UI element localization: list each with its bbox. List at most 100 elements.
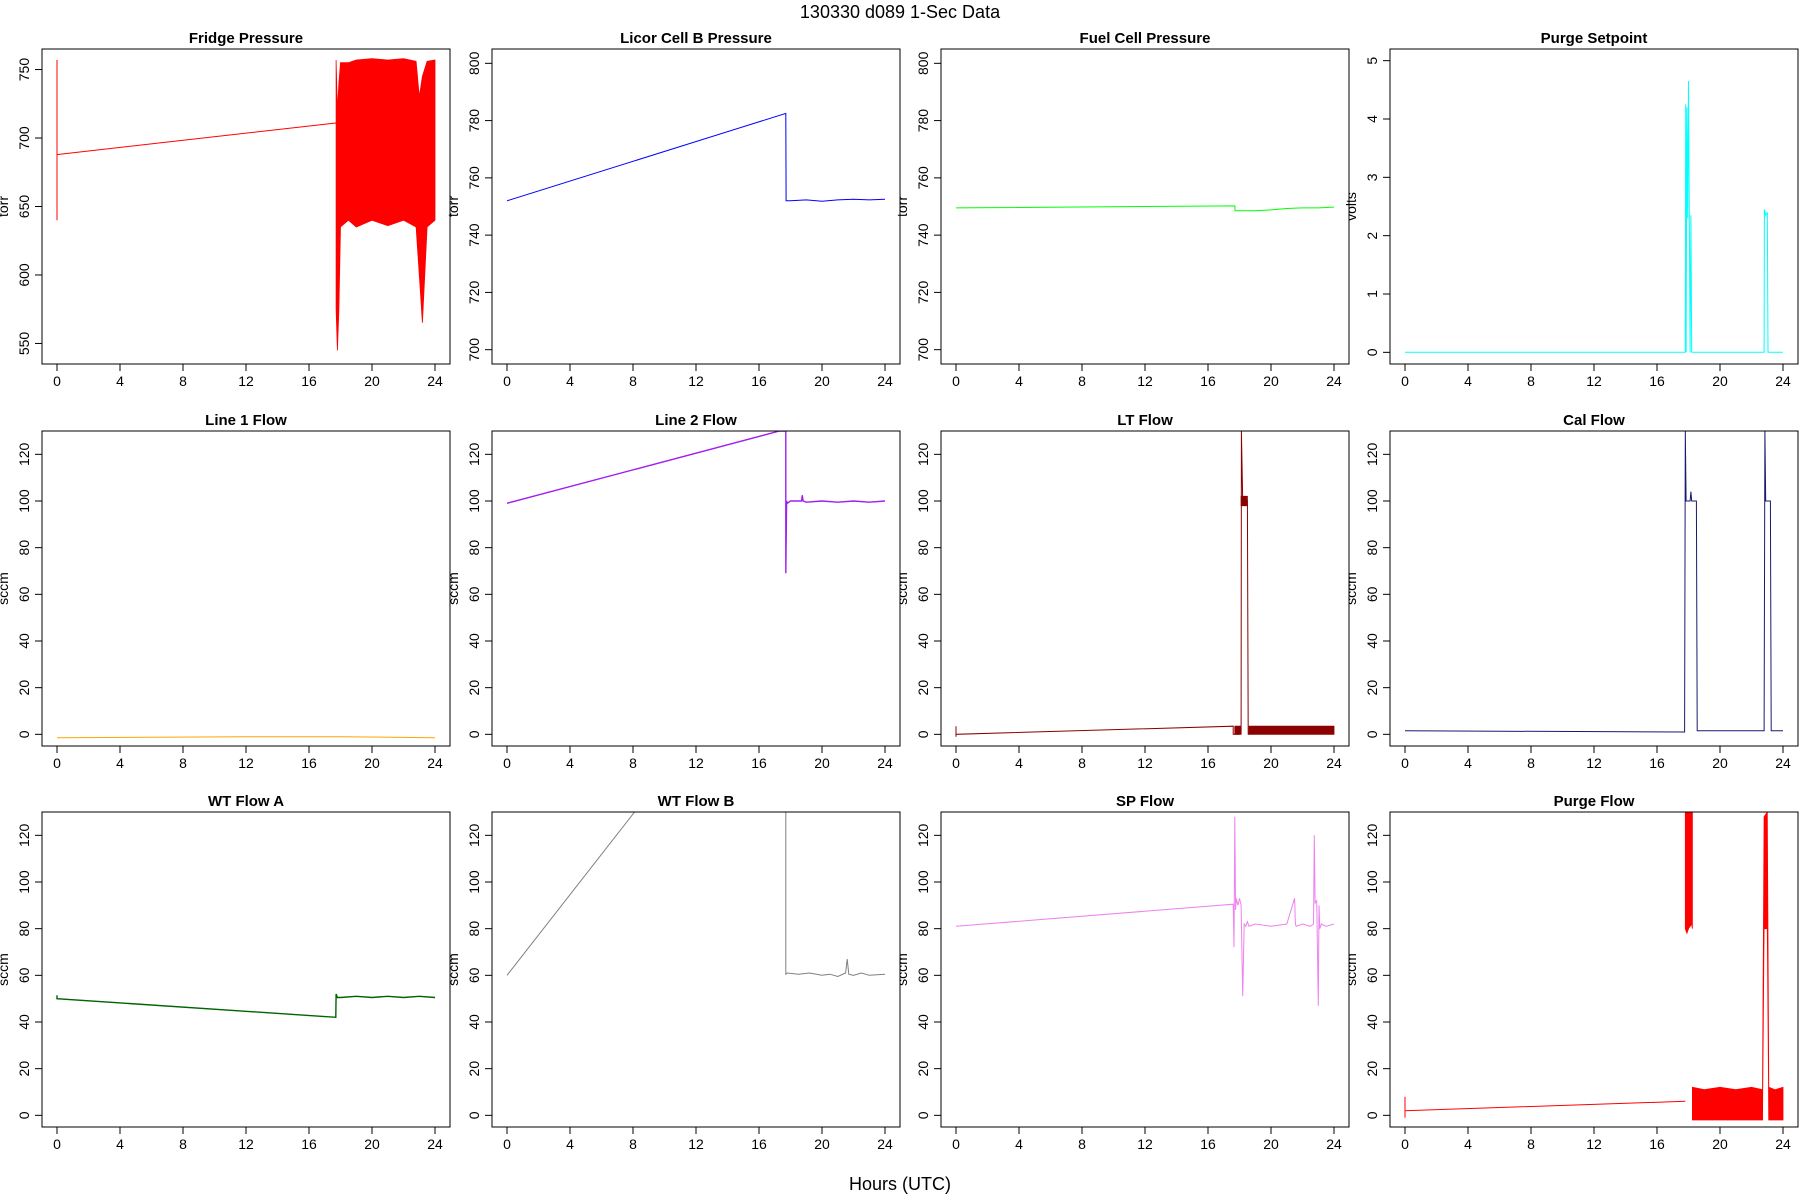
- y-tick-label: 720: [915, 281, 931, 305]
- y-tick-label: 60: [915, 586, 931, 602]
- panel-title: Licor Cell B Pressure: [620, 30, 772, 47]
- panel-title: Purge Setpoint: [1541, 30, 1648, 47]
- plot-frame: [491, 811, 901, 1128]
- panel-title: LT Flow: [1117, 412, 1173, 429]
- y-tick-label: 20: [1364, 680, 1380, 696]
- y-tick-label: 40: [1364, 1014, 1380, 1030]
- y-tick-label: 0: [16, 1111, 32, 1119]
- x-tick-label: 20: [364, 755, 380, 771]
- y-tick-label: 120: [915, 442, 931, 466]
- y-tick-label: 40: [16, 633, 32, 649]
- series-line-1: [1404, 431, 1783, 733]
- x-tick-label: 20: [364, 373, 380, 389]
- y-tick-label: 100: [16, 870, 32, 894]
- y-tick-label: 100: [1364, 489, 1380, 513]
- y-tick-label: 120: [16, 442, 32, 466]
- plot-area: [955, 205, 1335, 212]
- x-tick-label: 20: [1263, 755, 1279, 771]
- x-tick-label: 24: [427, 373, 443, 389]
- y-tick-label: 80: [915, 921, 931, 937]
- y-tick-label: 40: [466, 1014, 482, 1030]
- x-tick-label: 24: [1775, 373, 1791, 389]
- series-line-1: [56, 736, 436, 739]
- y-tick-label: 720: [466, 281, 482, 305]
- y-axis-label: sccm: [0, 953, 11, 986]
- series-line-1: [1404, 1096, 1686, 1118]
- x-tick-label: 8: [179, 1136, 187, 1152]
- plot-area: [1405, 81, 1783, 353]
- y-tick-label: 1: [1364, 290, 1380, 298]
- panel-7: LT Flow sccm 0 4 8 12 16 20 24 0 20 40 60 80 100 120: [894, 412, 1350, 771]
- y-tick-label: 0: [16, 730, 32, 738]
- panel-10: WT Flow B sccm 0 4 8 12 16 20 24 0 20 40 60 80 100 120: [445, 793, 901, 1152]
- plot-area: [955, 816, 1335, 1006]
- x-tick-label: 12: [1586, 373, 1602, 389]
- panel-title: Purge Flow: [1554, 793, 1635, 810]
- x-tick-label: 12: [1586, 1136, 1602, 1152]
- series-line-3: [1240, 431, 1249, 735]
- series-line-1: [56, 993, 436, 1019]
- y-tick-label: 120: [466, 823, 482, 847]
- series-line-1: [506, 812, 635, 976]
- y-tick-label: 20: [16, 1061, 32, 1077]
- x-tick-label: 16: [751, 373, 767, 389]
- x-tick-label: 8: [1527, 373, 1535, 389]
- y-tick-label: 120: [1364, 442, 1380, 466]
- x-tick-label: 24: [877, 755, 893, 771]
- y-tick-label: 760: [915, 166, 931, 190]
- plot-frame: [1389, 430, 1799, 747]
- x-tick-label: 16: [1649, 373, 1665, 389]
- y-tick-label: 0: [1364, 1111, 1380, 1119]
- series-band-4: [1240, 495, 1248, 507]
- x-tick-label: 12: [1137, 1136, 1153, 1152]
- panel-6: Line 2 Flow sccm 0 4 8 12 16 20 24 0 20 40 60 80 100 12…: [445, 412, 901, 771]
- plot-area: [56, 993, 436, 1019]
- x-tick-label: 0: [1401, 373, 1409, 389]
- plot-frame: [41, 430, 451, 747]
- y-axis-label: sccm: [894, 953, 910, 986]
- y-tick-label: 550: [16, 332, 32, 356]
- plot-area: [506, 112, 886, 202]
- plot-frame: [940, 811, 1350, 1128]
- x-tick-label: 16: [751, 755, 767, 771]
- x-tick-label: 4: [1464, 373, 1472, 389]
- y-axis-label: sccm: [894, 572, 910, 605]
- panel-1: Fridge Pressure torr 0 4 8 12 16 20 24 550 600 650 7…: [0, 30, 451, 389]
- y-axis-label: sccm: [1343, 572, 1359, 605]
- x-tick-label: 12: [688, 373, 704, 389]
- plot-frame: [41, 48, 451, 365]
- x-tick-label: 8: [1078, 373, 1086, 389]
- x-tick-label: 16: [301, 373, 317, 389]
- x-tick-label: 8: [1078, 755, 1086, 771]
- x-tick-label: 12: [688, 1136, 704, 1152]
- y-tick-label: 100: [466, 870, 482, 894]
- y-tick-label: 80: [1364, 921, 1380, 937]
- series-band-5: [1768, 1086, 1784, 1121]
- y-axis-label: sccm: [0, 572, 11, 605]
- plot-frame: [1389, 48, 1799, 365]
- y-tick-label: 20: [16, 680, 32, 696]
- series-band-5: [1248, 725, 1335, 735]
- x-tick-label: 0: [952, 373, 960, 389]
- x-tick-label: 20: [814, 1136, 830, 1152]
- y-tick-label: 20: [915, 1061, 931, 1077]
- x-tick-label: 4: [566, 1136, 574, 1152]
- y-tick-label: 40: [16, 1014, 32, 1030]
- x-tick-label: 12: [1137, 373, 1153, 389]
- x-tick-label: 16: [1200, 373, 1216, 389]
- y-tick-label: 3: [1364, 173, 1380, 181]
- y-tick-label: 120: [1364, 823, 1380, 847]
- x-tick-label: 12: [238, 373, 254, 389]
- y-axis-label: sccm: [445, 953, 461, 986]
- x-tick-label: 16: [1200, 1136, 1216, 1152]
- y-tick-label: 40: [466, 633, 482, 649]
- panel-11: SP Flow sccm 0 4 8 12 16 20 24 0 20 40 60 80 100 120: [894, 793, 1350, 1152]
- x-tick-label: 16: [751, 1136, 767, 1152]
- panel-2: Licor Cell B Pressure torr 0 4 8 12 16 20 24 700 7…: [445, 30, 901, 389]
- y-tick-label: 0: [915, 730, 931, 738]
- y-tick-label: 80: [466, 540, 482, 556]
- y-tick-label: 120: [915, 823, 931, 847]
- x-tick-label: 4: [1015, 373, 1023, 389]
